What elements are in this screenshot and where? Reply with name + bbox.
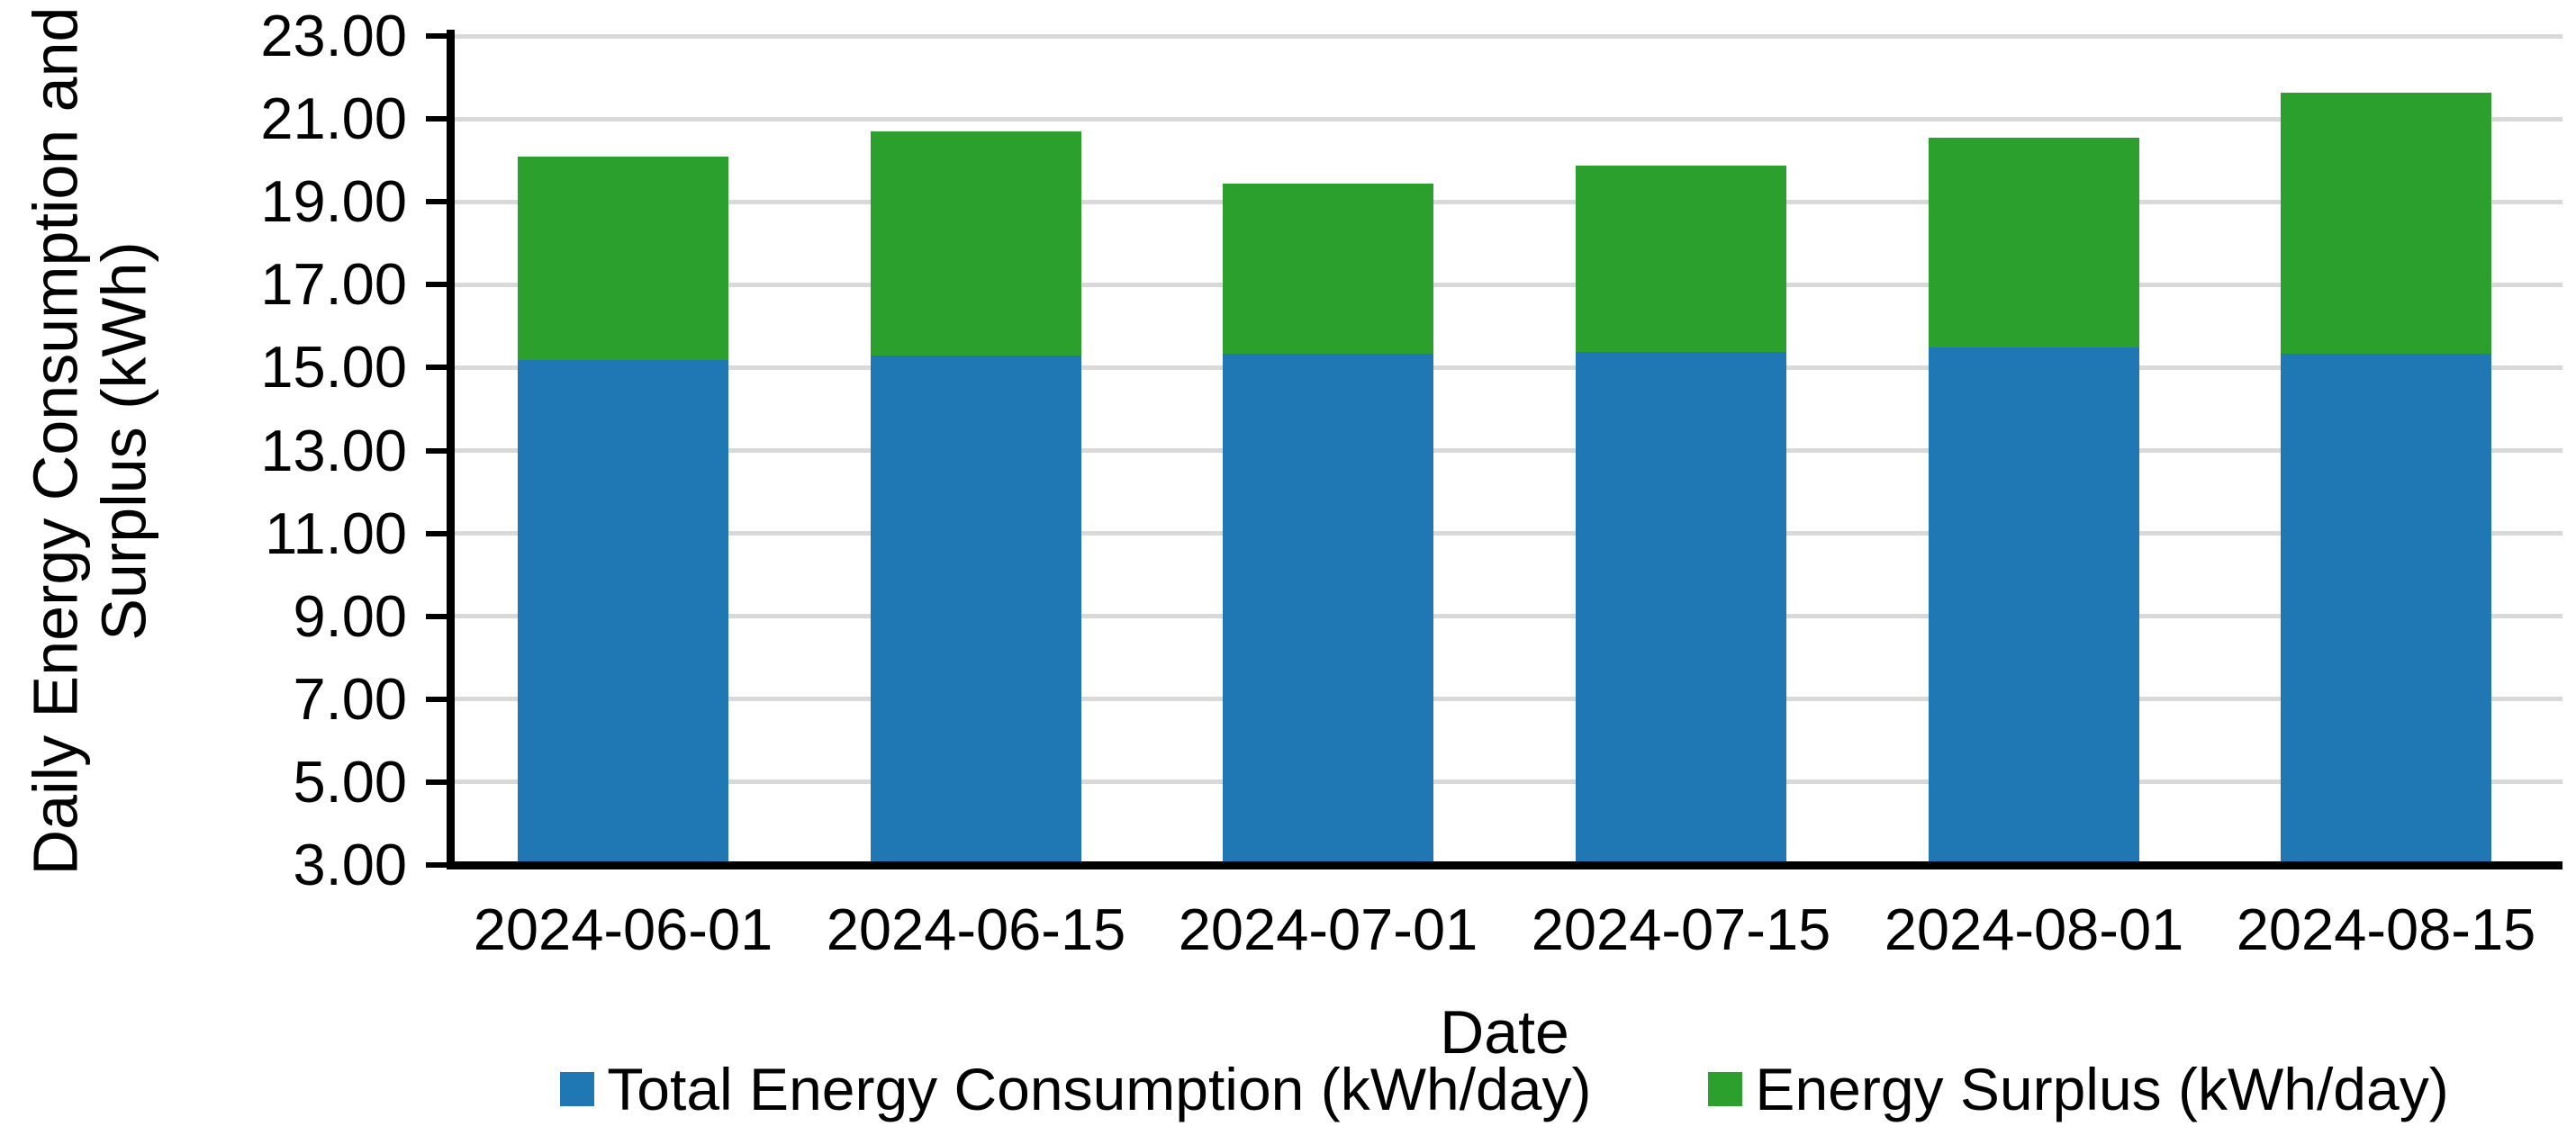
legend-swatch-surplus: [1708, 1072, 1743, 1106]
gridline-y-11.00: [447, 531, 2562, 536]
bar-segment-surplus-2024-07-01: [1223, 184, 1433, 354]
bar-segment-surplus-2024-08-15: [2281, 93, 2491, 354]
gridline-y-9.00: [447, 614, 2562, 618]
bar-segment-consumption-2024-08-15: [2281, 354, 2491, 861]
y-tick-mark-21.00: [426, 116, 447, 122]
y-tick-mark-11.00: [426, 531, 447, 536]
y-tick-label-23.00: 23.00: [260, 3, 407, 68]
gridline-y-17.00: [447, 283, 2562, 287]
bar-segment-consumption-2024-06-15: [871, 356, 1081, 861]
legend-label-consumption: Total Energy Consumption (kWh/day): [607, 1056, 1592, 1122]
y-axis-line: [447, 30, 455, 869]
bar-segment-surplus-2024-06-01: [518, 157, 728, 360]
gridline-y-19.00: [447, 200, 2562, 204]
y-tick-mark-9.00: [426, 614, 447, 619]
x-tick-label-2024-06-15: 2024-06-15: [826, 896, 1126, 962]
x-tick-label-2024-08-15: 2024-08-15: [2236, 896, 2536, 962]
y-tick-label-19.00: 19.00: [260, 168, 407, 234]
y-tick-label-17.00: 17.00: [260, 251, 407, 317]
y-tick-mark-3.00: [426, 862, 447, 868]
y-tick-mark-15.00: [426, 365, 447, 370]
y-tick-label-9.00: 9.00: [293, 583, 407, 649]
legend-label-surplus: Energy Surplus (kWh/day): [1755, 1056, 2449, 1122]
bar-segment-consumption-2024-07-15: [1576, 352, 1786, 861]
gridline-y-23.00: [447, 34, 2562, 39]
gridline-y-7.00: [447, 697, 2562, 701]
y-tick-label-7.00: 7.00: [293, 666, 407, 732]
legend: Total Energy Consumption (kWh/day) Energ…: [447, 1055, 2562, 1123]
y-tick-mark-5.00: [426, 779, 447, 785]
y-tick-mark-13.00: [426, 448, 447, 454]
y-tick-label-3.00: 3.00: [293, 832, 407, 897]
x-tick-label-2024-07-15: 2024-07-15: [1531, 896, 1831, 962]
gridline-y-21.00: [447, 117, 2562, 122]
y-tick-label-11.00: 11.00: [265, 500, 407, 566]
x-axis-line: [447, 861, 2562, 869]
bar-segment-surplus-2024-07-15: [1576, 166, 1786, 352]
legend-item-consumption: Total Energy Consumption (kWh/day): [560, 1055, 1591, 1123]
x-tick-label-2024-07-01: 2024-07-01: [1178, 896, 1478, 962]
y-tick-mark-17.00: [426, 282, 447, 287]
bar-segment-surplus-2024-08-01: [1929, 138, 2139, 347]
gridline-y-5.00: [447, 779, 2562, 784]
bar-segment-consumption-2024-08-01: [1929, 347, 2139, 861]
y-tick-label-21.00: 21.00: [260, 86, 407, 151]
x-axis-title: Date: [1440, 998, 1569, 1067]
legend-swatch-consumption: [560, 1072, 595, 1106]
x-tick-label-2024-06-01: 2024-06-01: [473, 896, 773, 962]
y-tick-label-15.00: 15.00: [260, 334, 407, 400]
y-tick-mark-7.00: [426, 697, 447, 702]
bar-segment-consumption-2024-06-01: [518, 360, 728, 861]
bar-segment-consumption-2024-07-01: [1223, 354, 1433, 861]
bar-segment-surplus-2024-06-15: [871, 131, 1081, 356]
gridline-y-13.00: [447, 448, 2562, 453]
y-tick-label-13.00: 13.00: [260, 418, 407, 483]
y-tick-mark-19.00: [426, 199, 447, 204]
gridline-y-15.00: [447, 365, 2562, 370]
y-tick-label-5.00: 5.00: [293, 749, 407, 815]
y-tick-mark-23.00: [426, 33, 447, 39]
x-tick-label-2024-08-01: 2024-08-01: [1884, 896, 2184, 962]
legend-item-surplus: Energy Surplus (kWh/day): [1708, 1055, 2449, 1123]
